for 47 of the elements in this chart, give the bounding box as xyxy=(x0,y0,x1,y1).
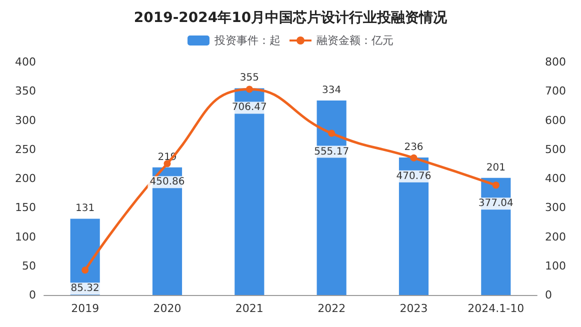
legend-label: 融资金额：亿元 xyxy=(316,34,394,47)
y2-tick-label: 0 xyxy=(545,288,552,302)
y-tick-label: 300 xyxy=(15,114,36,127)
legend-label: 投资事件：起 xyxy=(214,34,280,47)
data-label: 450.86 xyxy=(150,176,185,188)
data-label: 377.04 xyxy=(478,198,514,210)
data-label: 201 xyxy=(486,162,506,174)
bar xyxy=(481,178,511,295)
y-tick-label: 350 xyxy=(15,84,36,98)
point xyxy=(410,154,418,162)
x-tick-label: 2020 xyxy=(153,302,182,315)
x-tick-label: 2019 xyxy=(71,302,100,315)
point xyxy=(246,86,253,93)
point xyxy=(328,130,336,137)
y2-tick-label: 200 xyxy=(545,230,566,244)
bar xyxy=(234,88,264,295)
y2-tick-label: 600 xyxy=(545,114,566,127)
point xyxy=(492,182,500,189)
data-label: 236 xyxy=(404,142,424,154)
data-label: 85.32 xyxy=(70,283,100,294)
x-tick-label: 2023 xyxy=(400,302,428,315)
x-tick-label: 2024.1-10 xyxy=(468,302,524,315)
y2-tick-label: 800 xyxy=(545,56,566,68)
point xyxy=(82,266,89,274)
data-label: 131 xyxy=(76,203,95,214)
y2-tick-label: 500 xyxy=(545,142,566,156)
data-label: 355 xyxy=(240,72,259,84)
y-tick-label: 200 xyxy=(15,172,36,185)
data-label: 706.47 xyxy=(232,102,267,114)
data-label: 470.76 xyxy=(396,170,432,182)
y2-tick-label: 100 xyxy=(545,259,566,272)
y-tick-label: 250 xyxy=(15,142,36,156)
y-tick-label: 100 xyxy=(15,230,36,244)
bar xyxy=(398,158,429,295)
y2-tick-label: 300 xyxy=(545,201,566,214)
data-label: 555.17 xyxy=(314,146,350,158)
y-tick-label: 400 xyxy=(15,56,36,68)
y-tick-label: 50 xyxy=(22,259,36,272)
chart-title: 2019-2024年10月中国芯片设计行业投融资情况 xyxy=(134,10,448,26)
x-tick-label: 2021 xyxy=(235,302,264,315)
x-tick-label: 2022 xyxy=(318,302,346,315)
y2-tick-label: 400 xyxy=(545,172,566,185)
y-tick-label: 150 xyxy=(15,201,36,214)
y2-tick-label: 700 xyxy=(545,84,566,98)
data-label: 334 xyxy=(322,84,342,96)
bar xyxy=(316,100,346,295)
y-tick-label: 0 xyxy=(29,288,36,302)
